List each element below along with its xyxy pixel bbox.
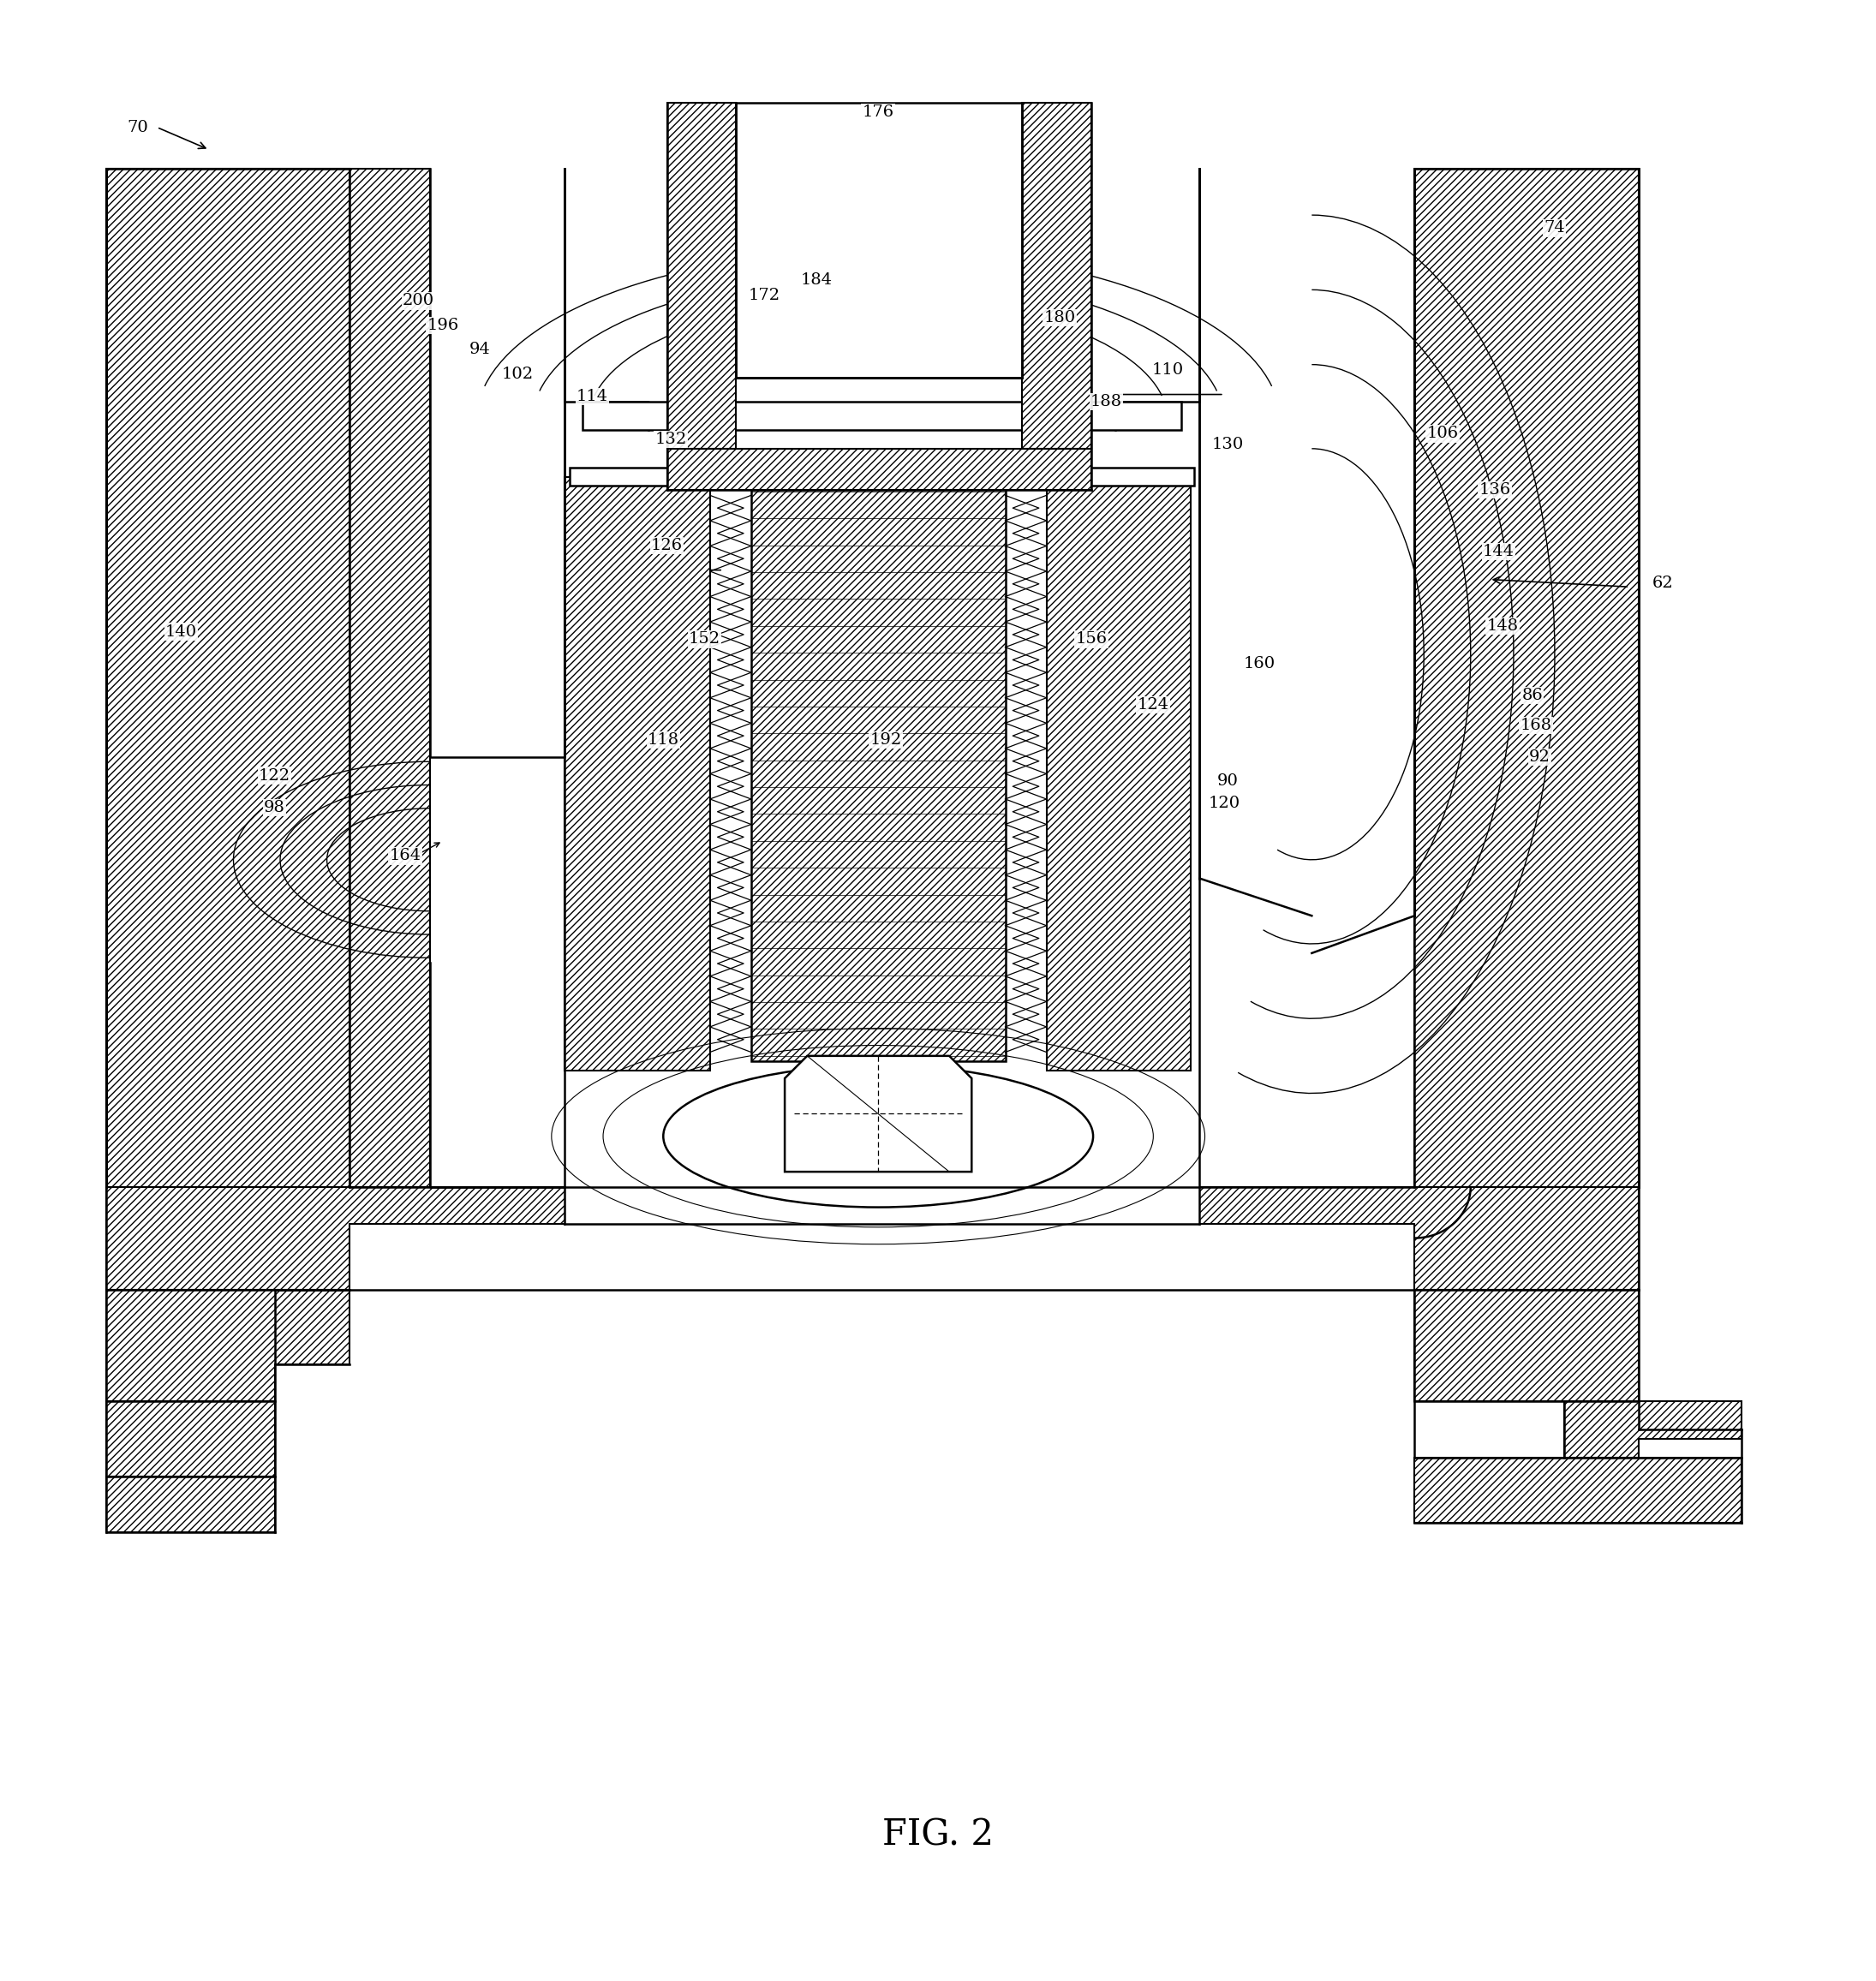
Text: 184: 184 (801, 273, 833, 287)
Text: 92: 92 (1529, 749, 1550, 765)
Text: 136: 136 (1478, 481, 1510, 497)
Text: 180: 180 (1043, 311, 1075, 325)
Polygon shape (668, 103, 735, 448)
Text: 144: 144 (1482, 543, 1514, 559)
Text: 74: 74 (1544, 220, 1565, 236)
Text: 98: 98 (265, 800, 285, 814)
Text: 94: 94 (469, 343, 492, 357)
Text: 130: 130 (1212, 438, 1244, 452)
Text: 102: 102 (501, 366, 533, 382)
Polygon shape (1022, 103, 1092, 448)
Polygon shape (668, 448, 1092, 489)
Text: 132: 132 (655, 432, 687, 448)
Text: 192: 192 (870, 733, 902, 747)
Text: 118: 118 (647, 733, 679, 747)
Text: 140: 140 (165, 624, 197, 640)
Polygon shape (1415, 1290, 1640, 1403)
Text: 126: 126 (651, 539, 683, 553)
Polygon shape (565, 168, 1199, 1224)
Polygon shape (1565, 1403, 1741, 1458)
Polygon shape (1415, 168, 1640, 1187)
Text: 188: 188 (1090, 394, 1122, 410)
Polygon shape (107, 1290, 349, 1403)
Polygon shape (583, 402, 1182, 430)
Text: 200: 200 (403, 293, 435, 309)
Text: 62: 62 (1653, 574, 1673, 590)
Polygon shape (107, 1476, 274, 1533)
Polygon shape (1047, 477, 1189, 1072)
Text: 168: 168 (1520, 717, 1551, 733)
Polygon shape (784, 1056, 972, 1171)
Text: 156: 156 (1075, 632, 1107, 648)
Text: 124: 124 (1137, 697, 1169, 713)
Text: 176: 176 (863, 105, 895, 121)
Text: 90: 90 (1218, 773, 1238, 788)
Text: 164: 164 (390, 848, 422, 864)
Text: 106: 106 (1426, 426, 1458, 442)
Text: 160: 160 (1244, 656, 1276, 672)
Text: 196: 196 (428, 317, 460, 333)
Text: 120: 120 (1208, 796, 1240, 812)
Text: 122: 122 (259, 769, 291, 782)
Text: 114: 114 (576, 388, 608, 404)
Polygon shape (735, 103, 1022, 378)
Ellipse shape (664, 1066, 1094, 1206)
Polygon shape (570, 468, 1193, 485)
Polygon shape (750, 485, 1006, 1062)
Text: FIG. 2: FIG. 2 (882, 1817, 994, 1852)
Text: 86: 86 (1521, 687, 1542, 703)
Polygon shape (107, 168, 349, 1187)
Text: 172: 172 (749, 287, 780, 303)
Polygon shape (107, 168, 430, 1187)
Text: 110: 110 (1152, 363, 1184, 378)
Text: 70: 70 (128, 119, 148, 135)
Polygon shape (107, 1403, 274, 1476)
Text: 152: 152 (688, 632, 720, 648)
Polygon shape (107, 1187, 1640, 1290)
Polygon shape (565, 477, 709, 1072)
Text: 148: 148 (1486, 618, 1518, 634)
Polygon shape (1415, 1458, 1741, 1523)
